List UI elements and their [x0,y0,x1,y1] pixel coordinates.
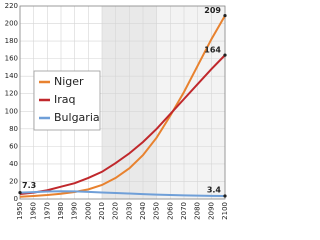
y-tick-label: 60 [9,142,18,150]
series-line [19,190,226,198]
x-tick-label: 2050 [153,202,161,220]
y-tick-label: 20 [9,177,18,185]
data-label: 209 [204,6,221,15]
x-tick-label: 2000 [84,202,92,220]
x-tick-label: 2030 [125,202,133,220]
data-label: 7.3 [22,181,36,190]
y-tick-label: 0 [14,195,18,203]
y-tick-label: 200 [5,20,18,28]
legend-label: Iraq [54,93,76,106]
y-tick-label: 140 [5,72,18,80]
y-tick-label: 220 [5,2,18,10]
x-tick-label: 2080 [194,202,202,220]
x-tick-label: 1990 [71,202,79,220]
legend-label: Bulgaria [54,111,100,124]
y-tick-label: 40 [9,160,18,168]
data-point [223,53,227,57]
x-tick-label: 1960 [30,202,38,220]
y-tick-label: 160 [5,55,18,63]
x-tick-label: 2070 [180,202,188,220]
shade-far [156,6,225,199]
data-point [223,14,227,18]
y-tick-label: 120 [5,90,18,98]
y-tick-label: 100 [5,107,18,115]
x-tick-label: 1950 [16,202,24,220]
plot-frame [19,5,226,200]
legend-label: Niger [54,75,84,88]
x-tick-label: 2020 [112,202,120,220]
x-tick-label: 1980 [57,202,65,220]
series-line [19,15,226,198]
x-tick-label: 2010 [98,202,106,220]
series-line [19,54,226,195]
x-tick-label: 2100 [221,202,229,220]
projection-shading [102,6,225,199]
data-point [223,194,227,198]
data-label: 164 [204,46,221,55]
data-point [18,190,22,195]
data-label: 3.4 [207,186,222,195]
x-tick-label: 1970 [43,202,51,220]
x-tick-label: 2090 [207,202,215,220]
y-tick-label: 80 [9,125,18,133]
y-tick-label: 180 [5,37,18,45]
x-tick-label: 2060 [166,202,174,220]
x-tick-label: 2040 [139,202,147,220]
